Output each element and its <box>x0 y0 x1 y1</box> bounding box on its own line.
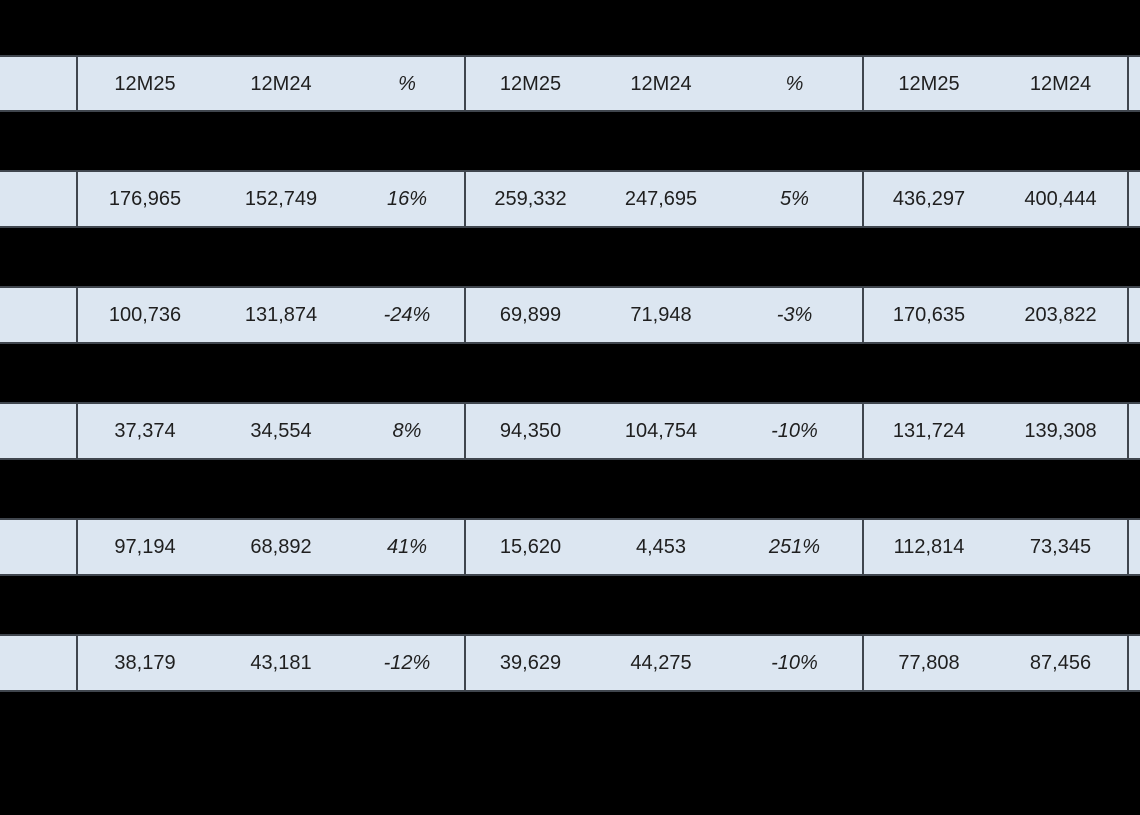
table-cell: 100,736 <box>76 288 212 342</box>
row-label-cell <box>0 404 76 458</box>
table-cell: -10% <box>771 420 818 442</box>
table-cell: 176,965 <box>76 172 212 226</box>
table-cell: 259,332 <box>464 172 595 226</box>
table-cell: 71,948 <box>630 304 692 326</box>
table-row: 97,194 68,892 41% 15,620 4,453 251% 112,… <box>0 518 1140 576</box>
table-cell: 5% <box>780 188 809 210</box>
column-header: 12M25 <box>464 57 595 110</box>
table-cell: 68,892 <box>250 536 312 558</box>
table-cell: 73,345 <box>1029 536 1092 558</box>
table-cell: 4,453 <box>635 536 687 558</box>
row-label-cell <box>0 520 76 574</box>
footer-band <box>0 692 1140 815</box>
table-cell: 247,695 <box>624 188 698 210</box>
separator-band <box>0 576 1140 634</box>
table-row: 37,374 34,554 8% 94,350 104,754 -10% 131… <box>0 402 1140 460</box>
table-cell: 436,297 <box>862 172 994 226</box>
table-cell: 41% <box>386 536 428 558</box>
column-header: 12M24 <box>250 72 312 95</box>
separator-band <box>0 344 1140 402</box>
column-header: 12M25 <box>862 57 994 110</box>
table-cell: 44,275 <box>630 652 692 674</box>
clipped-column-cell <box>1127 172 1140 226</box>
table-cell: 16% <box>386 188 428 210</box>
table-cell: -3% <box>776 304 813 326</box>
table-cell: 97,194 <box>76 520 212 574</box>
clipped-column-cell <box>1127 636 1140 690</box>
table-cell: 203,822 <box>1024 304 1097 326</box>
clipped-column-cell <box>1127 57 1140 110</box>
table-cell: 87,456 <box>1029 652 1092 674</box>
table-cell: 152,749 <box>244 188 318 210</box>
row-label-cell <box>0 172 76 226</box>
column-header: 12M24 <box>1029 72 1092 95</box>
table-cell: 15,620 <box>464 520 595 574</box>
table-cell: 94,350 <box>464 404 595 458</box>
table-cell: 112,814 <box>862 520 994 574</box>
table-cell: 8% <box>392 420 422 442</box>
table-cell: 139,308 <box>1024 420 1097 442</box>
table-cell: 131,724 <box>862 404 994 458</box>
column-header: % <box>785 72 804 95</box>
column-header: 12M24 <box>630 72 692 95</box>
clipped-column-cell <box>1127 404 1140 458</box>
row-label-cell <box>0 288 76 342</box>
row-label-cell <box>0 636 76 690</box>
table-row: 38,179 43,181 -12% 39,629 44,275 -10% 77… <box>0 634 1140 692</box>
table-cell: 131,874 <box>244 304 318 326</box>
clipped-column-cell <box>1127 520 1140 574</box>
table-cell: -12% <box>383 652 431 674</box>
row-label-header-cell <box>0 57 76 110</box>
table-cell: 38,179 <box>76 636 212 690</box>
table-cell: 400,444 <box>1024 188 1097 210</box>
table-cell: 104,754 <box>624 420 698 442</box>
table-cell: 34,554 <box>250 420 312 442</box>
table-cell: 170,635 <box>862 288 994 342</box>
column-header: 12M25 <box>76 57 212 110</box>
separator-band <box>0 228 1140 286</box>
clipped-column-cell <box>1127 288 1140 342</box>
table-row: 176,965 152,749 16% 259,332 247,695 5% 4… <box>0 170 1140 228</box>
separator-band <box>0 112 1140 170</box>
table-cell: 37,374 <box>76 404 212 458</box>
separator-band <box>0 460 1140 518</box>
table-cell: 39,629 <box>464 636 595 690</box>
table-cell: 251% <box>768 536 821 558</box>
table-cell: -10% <box>771 652 818 674</box>
title-band <box>0 0 1140 55</box>
table-cell: 43,181 <box>250 652 312 674</box>
table-cell: 77,808 <box>862 636 994 690</box>
table-cell: -24% <box>383 304 431 326</box>
table-row: 100,736 131,874 -24% 69,899 71,948 -3% 1… <box>0 286 1140 344</box>
table-header-row: 12M25 12M24 % 12M25 12M24 % 12M25 12M24 <box>0 55 1140 112</box>
column-header: % <box>398 72 416 95</box>
table-cell: 69,899 <box>464 288 595 342</box>
